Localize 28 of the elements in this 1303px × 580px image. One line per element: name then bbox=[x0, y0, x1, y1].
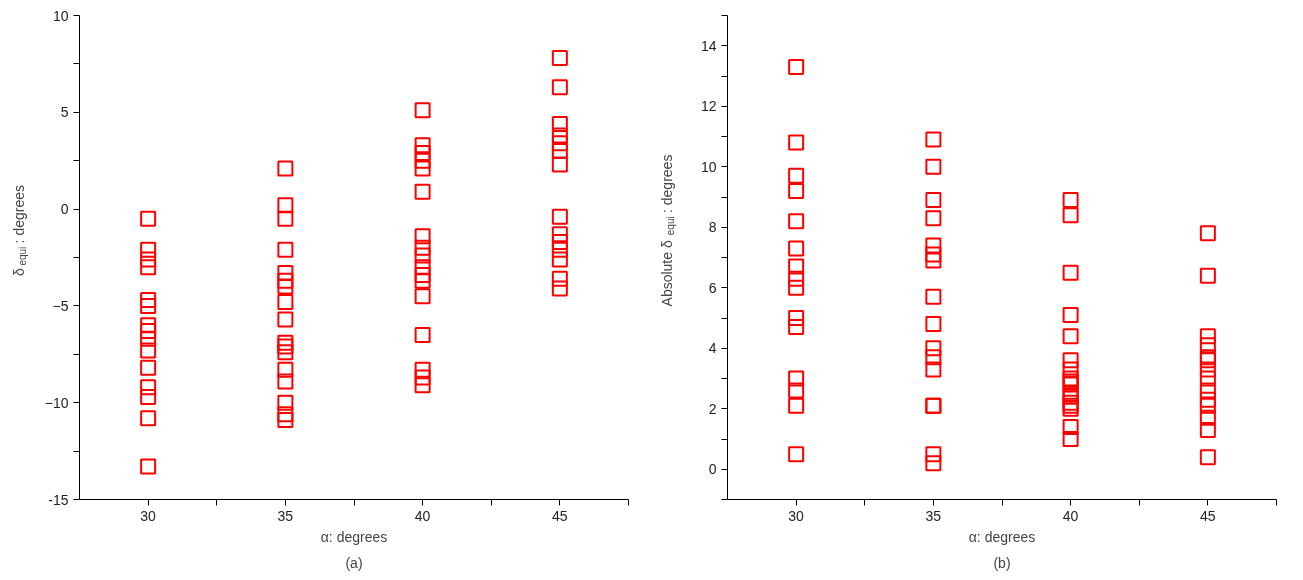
y-axis-title: δequi: degrees bbox=[10, 185, 28, 277]
x-tick-label: 45 bbox=[552, 507, 568, 524]
y-tick-label: 10 bbox=[700, 158, 717, 175]
y-tick-label: 2 bbox=[708, 400, 717, 417]
x-tick-label: 35 bbox=[277, 507, 294, 524]
x-tick-label: 35 bbox=[925, 507, 942, 524]
y-tick-label: 8 bbox=[708, 219, 717, 236]
y-axis-title: Absolute δequi: degrees bbox=[658, 154, 676, 307]
y-tick-label: 14 bbox=[700, 37, 717, 54]
y-tick-label: 6 bbox=[708, 279, 717, 296]
y-tick-label: 10 bbox=[52, 7, 69, 24]
x-tick-label: 40 bbox=[414, 507, 431, 524]
y-tick-label: 12 bbox=[700, 98, 717, 115]
x-tick-label: 30 bbox=[788, 507, 805, 524]
y-tick-label: -15 bbox=[48, 491, 69, 508]
y-tick-label: 0 bbox=[708, 461, 717, 478]
x-axis-title: α: degrees bbox=[968, 528, 1036, 545]
text: (b) bbox=[993, 554, 1011, 571]
x-tick-label: 40 bbox=[1062, 507, 1079, 524]
text: (a) bbox=[345, 554, 363, 571]
y-tick-label: 4 bbox=[708, 340, 717, 357]
y-tick-label: 0 bbox=[60, 201, 69, 218]
x-axis-title: α: degrees bbox=[320, 528, 388, 545]
y-tick-label: −5 bbox=[52, 297, 69, 314]
y-tick-label: −10 bbox=[44, 394, 69, 411]
x-tick-label: 45 bbox=[1200, 507, 1216, 524]
x-tick-label: 30 bbox=[140, 507, 157, 524]
y-tick-label: 5 bbox=[60, 104, 69, 121]
